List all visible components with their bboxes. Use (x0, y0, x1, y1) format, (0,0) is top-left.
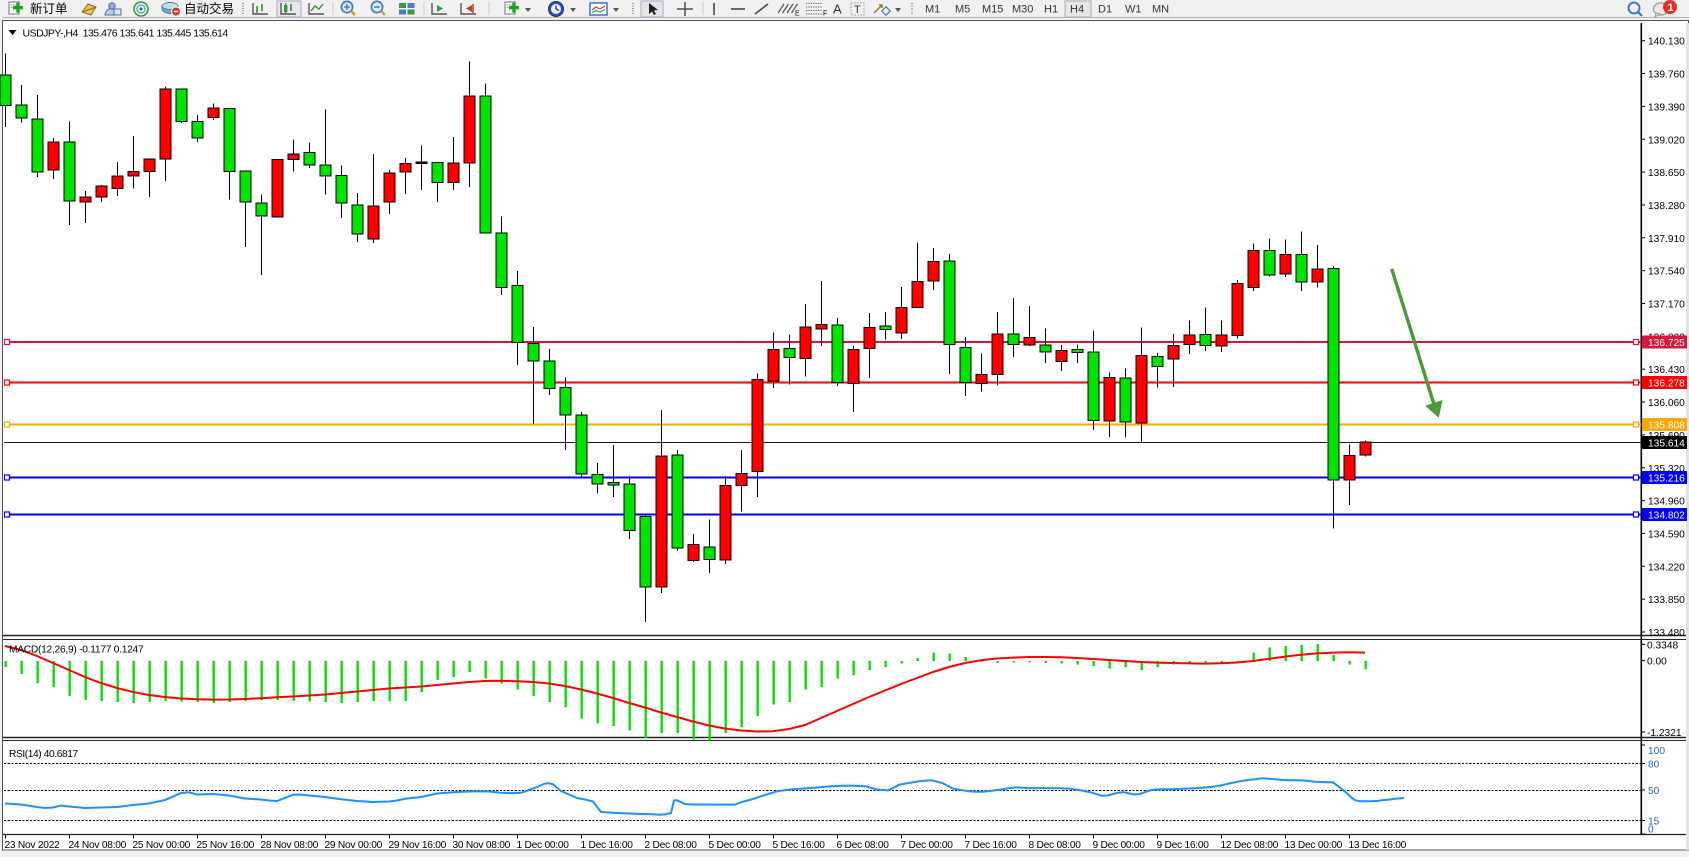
svg-text:100: 100 (1648, 746, 1665, 757)
svg-text:H4: H4 (1070, 4, 1084, 16)
svg-text:24 Nov 08:00: 24 Nov 08:00 (69, 840, 127, 851)
svg-text:13 Dec 16:00: 13 Dec 16:00 (1349, 840, 1407, 851)
svg-text:USDJPY-,H4 135.476 135.641 13: USDJPY-,H4 135.476 135.641 135.445 135.6… (23, 28, 229, 40)
svg-text:139.390: 139.390 (1648, 102, 1685, 113)
svg-text:7 Dec 00:00: 7 Dec 00:00 (901, 840, 954, 851)
svg-text:MACD(12,26,9) -0.1177 0.1247: MACD(12,26,9) -0.1177 0.1247 (9, 645, 144, 656)
svg-text:RSI(14) 40.6817: RSI(14) 40.6817 (9, 749, 78, 760)
svg-text:M30: M30 (1012, 4, 1033, 16)
svg-text:7 Dec 16:00: 7 Dec 16:00 (965, 840, 1018, 851)
svg-text:M15: M15 (982, 4, 1003, 16)
svg-text:28 Nov 08:00: 28 Nov 08:00 (261, 840, 319, 851)
svg-text:136.278: 136.278 (1648, 379, 1685, 390)
svg-text:139.760: 139.760 (1648, 70, 1685, 81)
svg-text:1 Dec 00:00: 1 Dec 00:00 (517, 840, 570, 851)
svg-text:D1: D1 (1098, 4, 1112, 16)
svg-text:8 Dec 08:00: 8 Dec 08:00 (1029, 840, 1082, 851)
svg-text:1 Dec 16:00: 1 Dec 16:00 (581, 840, 634, 851)
svg-text:5 Dec 16:00: 5 Dec 16:00 (773, 840, 826, 851)
svg-text:13 Dec 00:00: 13 Dec 00:00 (1285, 840, 1343, 851)
svg-text:E: E (795, 11, 800, 18)
svg-text:135.808: 135.808 (1648, 421, 1685, 432)
svg-text:80: 80 (1648, 760, 1660, 771)
svg-text:H1: H1 (1044, 4, 1058, 16)
svg-text:136.725: 136.725 (1648, 338, 1685, 349)
svg-text:30 Nov 08:00: 30 Nov 08:00 (453, 840, 511, 851)
svg-text:136.060: 136.060 (1648, 398, 1685, 409)
svg-text:5 Dec 00:00: 5 Dec 00:00 (709, 840, 762, 851)
svg-text:133.480: 133.480 (1648, 628, 1685, 639)
svg-text:12 Dec 08:00: 12 Dec 08:00 (1221, 840, 1279, 851)
svg-text:9 Dec 00:00: 9 Dec 00:00 (1093, 840, 1146, 851)
svg-text:29 Nov 16:00: 29 Nov 16:00 (389, 840, 447, 851)
svg-text:139.020: 139.020 (1648, 135, 1685, 146)
svg-text:136.430: 136.430 (1648, 365, 1685, 376)
svg-text:50: 50 (1648, 786, 1660, 797)
svg-text:134.220: 134.220 (1648, 562, 1685, 573)
svg-text:自动交易: 自动交易 (184, 1, 234, 16)
svg-text:F: F (823, 11, 827, 18)
svg-text:6 Dec 08:00: 6 Dec 08:00 (837, 840, 890, 851)
svg-text:137.540: 137.540 (1648, 267, 1685, 278)
svg-text:25 Nov 00:00: 25 Nov 00:00 (133, 840, 191, 851)
svg-text:138.650: 138.650 (1648, 168, 1685, 179)
svg-text:-1.2321: -1.2321 (1647, 728, 1682, 739)
svg-text:134.960: 134.960 (1648, 497, 1685, 508)
svg-text:133.850: 133.850 (1648, 595, 1685, 606)
svg-text:23 Nov 2022: 23 Nov 2022 (5, 840, 61, 851)
svg-text:新订单: 新订单 (30, 1, 68, 16)
svg-text:25 Nov 16:00: 25 Nov 16:00 (197, 840, 255, 851)
svg-text:0: 0 (1648, 825, 1654, 836)
svg-text:0.00: 0.00 (1647, 657, 1667, 668)
svg-text:137.170: 137.170 (1648, 300, 1685, 311)
svg-text:1: 1 (1668, 2, 1674, 14)
svg-text:134.802: 134.802 (1648, 511, 1685, 522)
svg-text:M5: M5 (955, 4, 970, 16)
svg-text:135.614: 135.614 (1648, 439, 1685, 450)
svg-text:135.320: 135.320 (1648, 464, 1685, 475)
svg-text:29 Nov 00:00: 29 Nov 00:00 (325, 840, 383, 851)
svg-text:134.590: 134.590 (1648, 529, 1685, 540)
svg-text:T: T (854, 4, 861, 16)
svg-text:15: 15 (1648, 817, 1660, 828)
svg-text:W1: W1 (1125, 4, 1142, 16)
svg-text:2 Dec 08:00: 2 Dec 08:00 (645, 840, 698, 851)
svg-text:A: A (833, 2, 842, 17)
svg-text:MN: MN (1152, 4, 1169, 16)
svg-text:9 Dec 16:00: 9 Dec 16:00 (1157, 840, 1210, 851)
svg-text:135.216: 135.216 (1648, 474, 1685, 485)
svg-text:140.130: 140.130 (1648, 37, 1685, 48)
svg-text:M1: M1 (925, 4, 940, 16)
svg-text:138.280: 138.280 (1648, 201, 1685, 212)
svg-text:137.910: 137.910 (1648, 234, 1685, 245)
svg-text:0.3348: 0.3348 (1647, 640, 1678, 651)
